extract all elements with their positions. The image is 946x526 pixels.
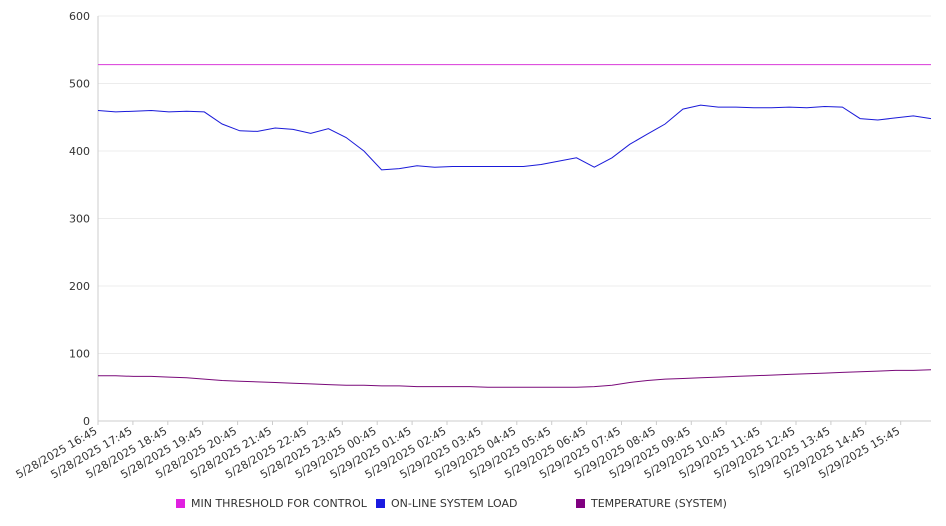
axes	[97, 16, 931, 425]
x-tick-labels: 5/28/2025 16:455/28/2025 17:455/28/2025 …	[14, 424, 903, 481]
grid-lines	[98, 15, 931, 354]
series-line-2	[98, 369, 932, 388]
legend-item-temperature[interactable]: TEMPERATURE (SYSTEM)	[576, 497, 727, 510]
legend-label-online-load: ON-LINE SYSTEM LOAD	[391, 497, 518, 510]
y-tick-label: 100	[69, 348, 90, 361]
series-lines	[97, 64, 932, 388]
legend-item-min-threshold[interactable]: MIN THRESHOLD FOR CONTROL	[176, 497, 367, 510]
series-line-1	[97, 104, 932, 171]
legend: MIN THRESHOLD FOR CONTROL ON-LINE SYSTEM…	[0, 497, 946, 515]
y-tick-label: 600	[69, 10, 90, 23]
legend-swatch-temperature	[576, 499, 585, 508]
legend-label-min-threshold: MIN THRESHOLD FOR CONTROL	[191, 497, 367, 510]
y-tick-label: 500	[69, 78, 90, 91]
y-tick-label: 0	[83, 415, 90, 428]
y-tick-label: 200	[69, 280, 90, 293]
y-tick-labels: 0 100 200 300 400 500 600	[69, 10, 90, 428]
legend-item-online-load[interactable]: ON-LINE SYSTEM LOAD	[376, 497, 517, 510]
legend-swatch-online-load	[376, 499, 385, 508]
legend-label-temperature: TEMPERATURE (SYSTEM)	[591, 497, 727, 510]
y-tick-label: 300	[69, 213, 90, 226]
legend-swatch-min-threshold	[176, 499, 185, 508]
y-tick-label: 400	[69, 145, 90, 158]
